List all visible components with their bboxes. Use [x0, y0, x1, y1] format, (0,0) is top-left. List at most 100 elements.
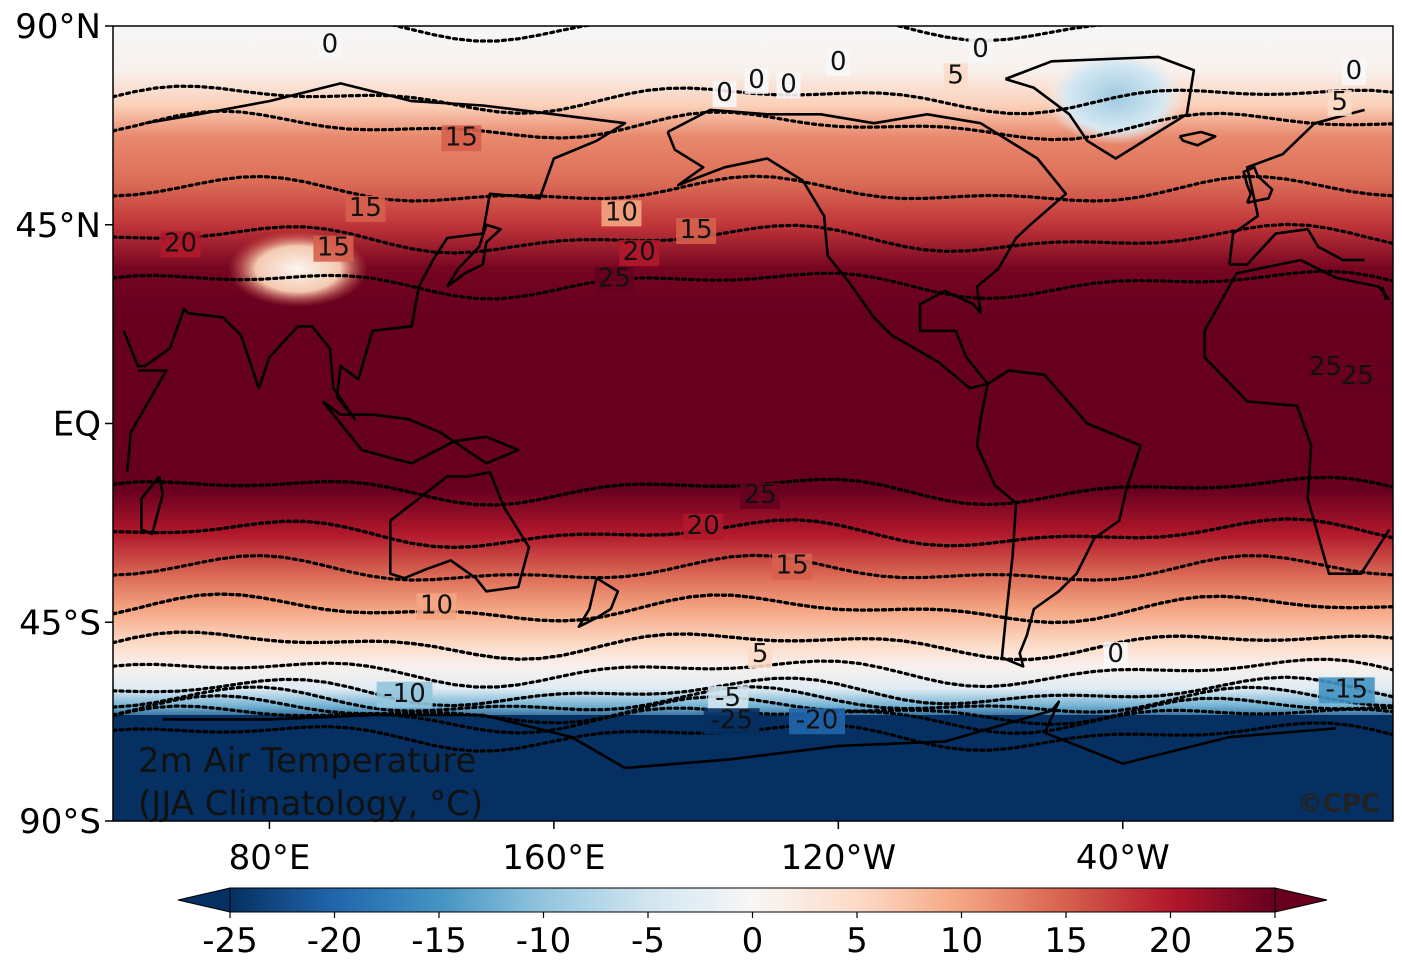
colorbar-tick-label: -5 — [631, 921, 665, 961]
colorbar-tick-label: -25 — [202, 921, 258, 961]
contour-label-bg — [1305, 354, 1346, 381]
africa-coast-2 — [1203, 330, 1391, 576]
eurasia-coast-2 — [1381, 286, 1388, 301]
temperature-field — [113, 26, 1393, 821]
contour-label: 25 — [744, 480, 777, 510]
contour-label-bg — [826, 50, 851, 77]
contour-label-bg — [317, 32, 342, 59]
contour-label: 20 — [164, 228, 197, 258]
contour-label: -25 — [710, 705, 752, 735]
contour-label: 25 — [1309, 352, 1342, 382]
x-tick-label: 40°W — [1076, 838, 1170, 878]
contour-line-15 — [113, 174, 1393, 203]
contour-line-20 — [113, 222, 1393, 255]
y-tick-label: EQ — [53, 405, 101, 445]
contour-label: 10 — [420, 590, 453, 620]
contour-label-bg — [776, 72, 801, 99]
colorbar-tick-label: 5 — [846, 921, 868, 961]
contour-label-bg — [744, 67, 769, 94]
contour-label-bg — [416, 593, 457, 620]
contour-label: 25 — [1341, 361, 1374, 391]
contour-label-bg — [703, 708, 760, 735]
y-tick-label: 90°S — [19, 802, 101, 842]
contour-label-bg — [683, 513, 724, 540]
contour-label: -5 — [715, 683, 741, 713]
x-tick-label: 120°W — [781, 838, 897, 878]
contour-label: 15 — [680, 215, 713, 245]
contour-label-bg — [968, 36, 993, 63]
antarctica-coast-0 — [624, 700, 1337, 770]
y-tick-label: 45°N — [15, 206, 101, 246]
contour-label: 15 — [349, 193, 382, 223]
contour-line-25 — [113, 269, 1393, 301]
contour-label-bg — [441, 125, 482, 152]
contour-label: -20 — [796, 705, 838, 735]
new-zealand-coast — [577, 576, 620, 629]
contour-label: 15 — [776, 551, 809, 581]
colorbar-tick-label: 0 — [742, 921, 764, 961]
colorbar-extend-low — [177, 887, 231, 913]
colorbar-tick-label: -20 — [307, 921, 363, 961]
contour-label: 0 — [780, 69, 797, 99]
y-tick-label: 45°S — [19, 603, 101, 643]
contour-line--10 — [113, 685, 1393, 714]
uk-coast — [1242, 166, 1274, 204]
contour-label-bg — [313, 235, 354, 262]
y-axis: 90°N 45°N EQ 45°S 90°S — [15, 7, 113, 842]
contour-label: 0 — [716, 78, 733, 108]
iceland-coast — [1178, 130, 1217, 147]
contour-label-bg — [594, 266, 635, 293]
map-title-line-2: (JJA Climatology, °C) — [138, 784, 483, 824]
contour-label-bg — [712, 81, 737, 108]
north-america-coast — [666, 108, 1068, 390]
contour-label: 10 — [605, 197, 638, 227]
colorbar: -25 -20 -15 -10 -5 0 5 10 15 20 25 — [177, 887, 1328, 961]
contour-label-bg — [619, 240, 660, 267]
contour-label: 0 — [322, 30, 339, 60]
contour-label: 15 — [445, 122, 478, 152]
colorbar-extend-high — [1274, 887, 1328, 913]
eurasia-coast-4 — [1229, 227, 1365, 266]
y-tick-label: 90°N — [15, 7, 101, 47]
contour-label-bg — [1103, 642, 1128, 668]
contour-label-bg — [740, 483, 781, 509]
x-tick-label: 160°E — [502, 838, 605, 878]
contour-label-bg — [943, 63, 968, 90]
contour-label: 0 — [748, 65, 765, 95]
indonesia-coast — [321, 400, 520, 465]
africa-coast-1 — [125, 369, 168, 473]
contour-line-5 — [113, 630, 1393, 662]
contour-line--5 — [113, 675, 1393, 708]
contour-label-bg — [772, 553, 813, 580]
contour-label: 5 — [1331, 87, 1348, 117]
contour-label: 20 — [687, 511, 720, 541]
colorbar-tick-label: 20 — [1149, 921, 1192, 961]
antarctica-coast-1 — [162, 713, 626, 770]
contour-label-bg — [376, 681, 433, 708]
contour-label-bg — [1318, 677, 1375, 704]
x-tick-label: 80°E — [229, 838, 311, 878]
contour-label: 20 — [623, 237, 656, 267]
contour-label: 5 — [947, 60, 964, 90]
contour-label: 0 — [1107, 639, 1124, 669]
contour-label: -10 — [383, 679, 425, 709]
japan-coast — [446, 223, 502, 288]
contour-label: 15 — [317, 233, 350, 263]
contour-label: 25 — [598, 264, 631, 294]
colorbar-ticks: -25 -20 -15 -10 -5 0 5 10 15 20 25 — [202, 912, 1297, 961]
contour-label: 5 — [752, 639, 769, 669]
colorbar-tick-label: 15 — [1044, 921, 1087, 961]
australia-coast — [388, 470, 531, 593]
contour-label-bg — [708, 686, 749, 713]
contour-label-bg — [160, 231, 201, 258]
contour-label-bg — [1341, 59, 1366, 85]
africa-coast-0 — [1203, 258, 1391, 332]
credit-label: ©CPC — [1297, 789, 1380, 819]
contour-label: 0 — [830, 47, 847, 77]
x-axis: 80°E 160°E 120°W 40°W — [229, 821, 1170, 878]
greenland-coast — [1004, 55, 1196, 160]
contour-label: 0 — [1346, 56, 1363, 86]
colorbar-tick-label: -10 — [516, 921, 572, 961]
